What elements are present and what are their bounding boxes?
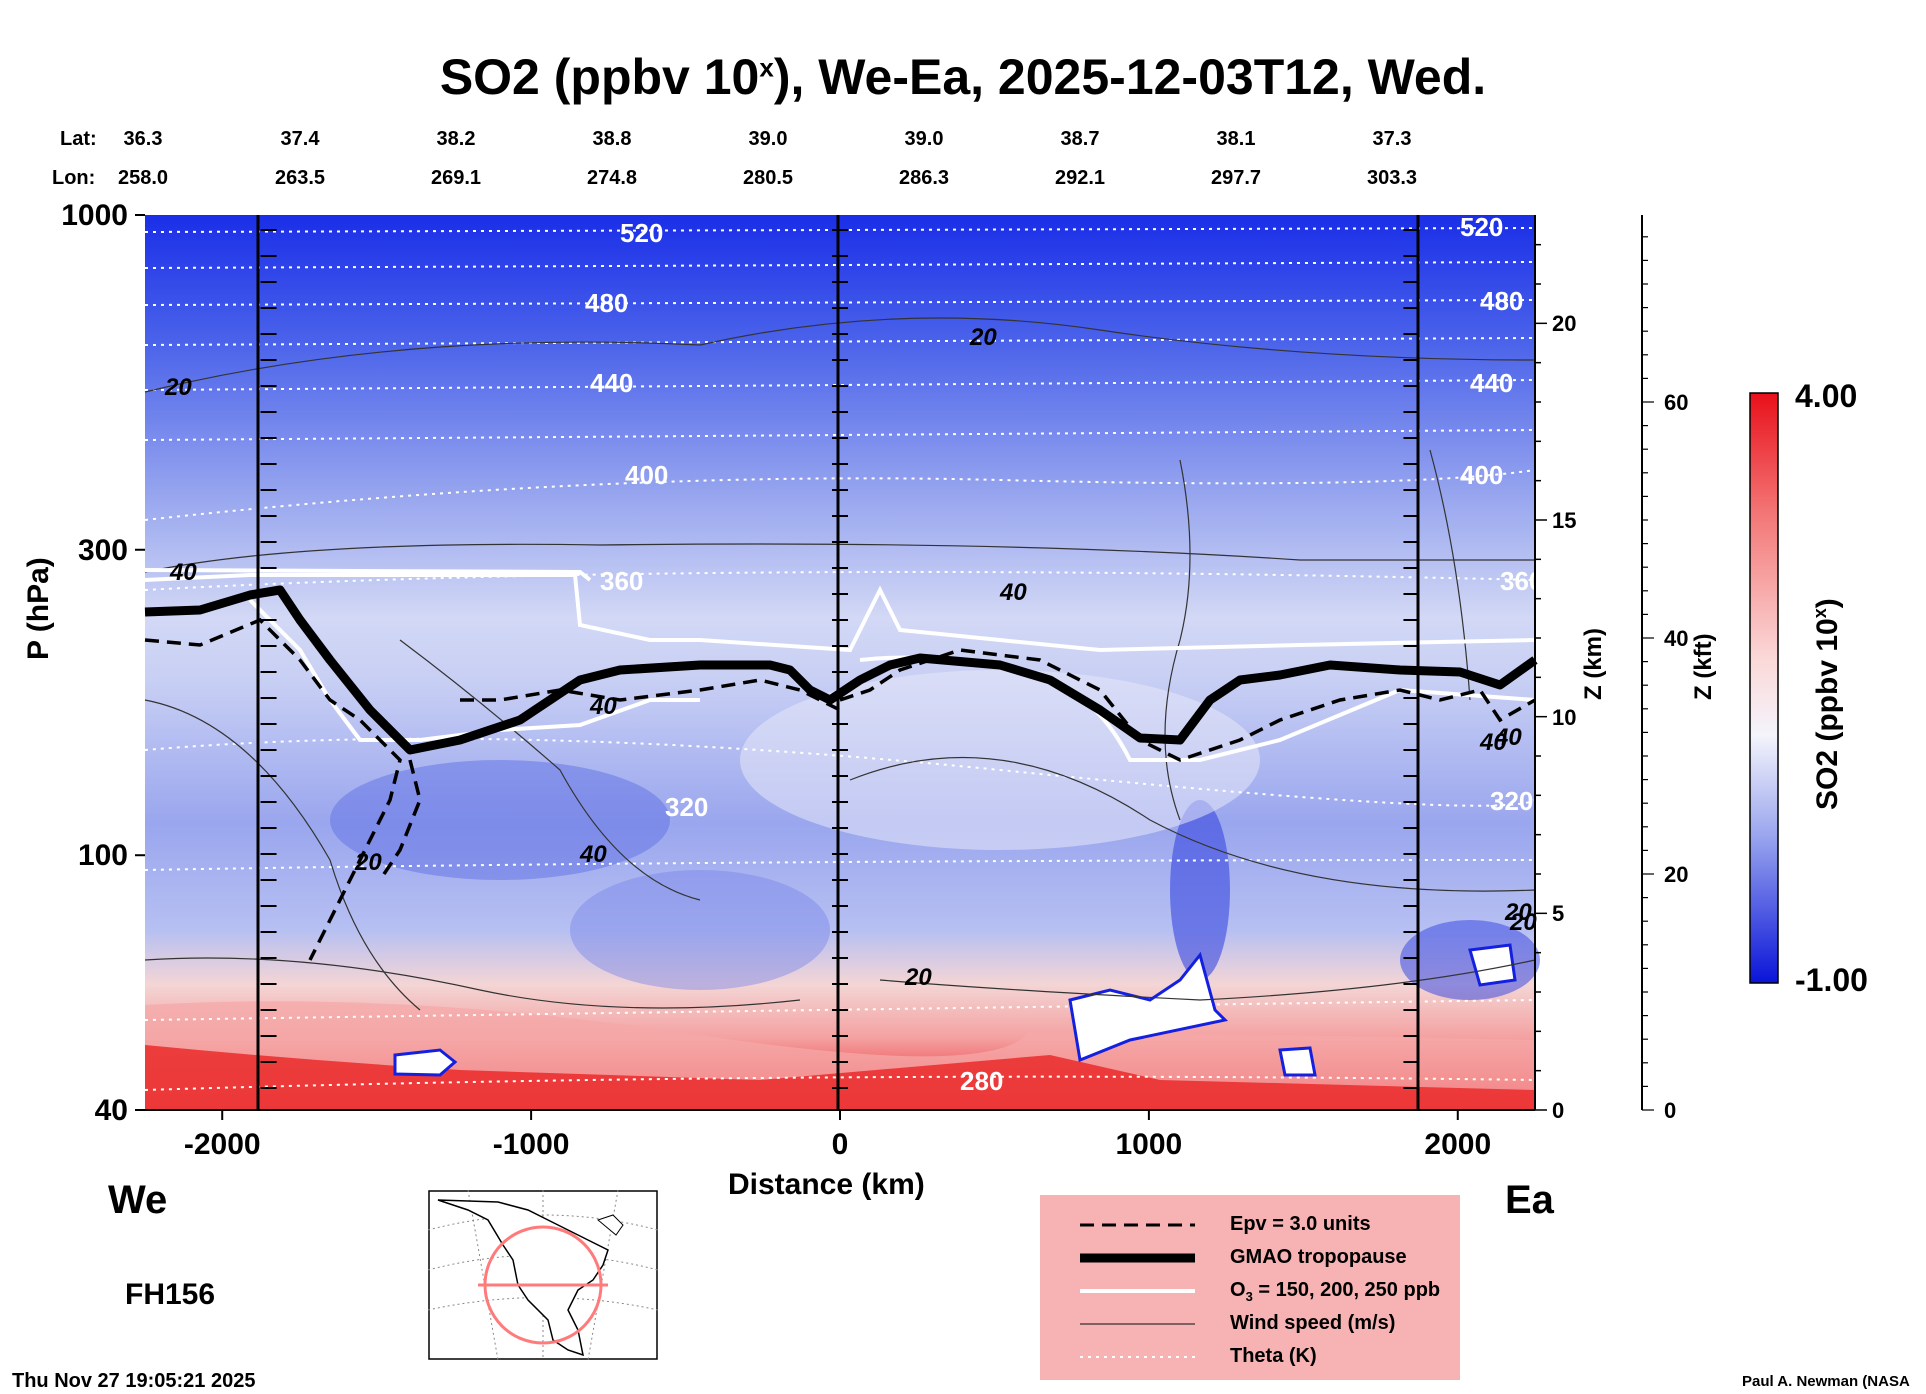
colorbar-max: 4.00 xyxy=(1795,378,1858,414)
wind-label: 40 xyxy=(999,579,1027,606)
z-kft-tick-label: 20 xyxy=(1664,862,1689,887)
z-kft-tick-label: 40 xyxy=(1664,626,1689,651)
inset-map xyxy=(428,1190,658,1360)
theta-label: 360 xyxy=(600,566,643,596)
lon-value: 303.3 xyxy=(1366,167,1418,189)
timestamp: Thu Nov 27 19:05:21 2025 xyxy=(12,1370,256,1392)
wind-label: 20 xyxy=(1504,899,1532,926)
x-tick-label: 1000 xyxy=(1115,1128,1183,1161)
lon-value: 280.5 xyxy=(742,167,794,189)
legend-epv: Epv = 3.0 units xyxy=(1230,1213,1371,1235)
lat-value: 37.3 xyxy=(1372,128,1412,150)
theta-label: 520 xyxy=(1460,212,1503,242)
credit: Paul A. Newman (NASA xyxy=(1742,1373,1910,1390)
so2-surface-peak xyxy=(145,1045,1535,1110)
lat-value: 36.3 xyxy=(123,128,163,150)
theta-label: 360 xyxy=(1500,566,1543,596)
x-tick-label: -1000 xyxy=(492,1128,570,1161)
lon-value: 269.1 xyxy=(430,167,482,189)
legend-theta: Theta (K) xyxy=(1230,1345,1317,1367)
contour-labels: 520 480 440 400 360 320 280 520 480 440 400 360 320 2… xyxy=(164,212,1543,1096)
lat-value: 37.4 xyxy=(280,128,320,150)
wind-contours xyxy=(144,317,1536,1011)
lon-value: 292.1 xyxy=(1054,167,1106,189)
lat-value: 39.0 xyxy=(748,128,788,150)
x-tick-label: -2000 xyxy=(183,1128,261,1161)
vertical-markers xyxy=(256,215,1420,1110)
west-label: We xyxy=(108,1178,168,1222)
theta-label: 280 xyxy=(960,1066,1003,1096)
z-km-tick-label: 15 xyxy=(1552,508,1577,533)
x-tick-label: 2000 xyxy=(1424,1128,1492,1161)
colorbar xyxy=(1749,392,1779,984)
lat-label: Lat: xyxy=(60,128,97,150)
legend: Epv = 3.0 units GMAO tropopause O3 = 150… xyxy=(1040,1195,1460,1380)
so2-patch xyxy=(1068,951,1229,1063)
lat-value: 38.2 xyxy=(436,128,476,150)
p-tick-label: 40 xyxy=(94,1094,128,1127)
theta-label: 480 xyxy=(1480,286,1523,316)
theta-label: 400 xyxy=(1460,460,1503,490)
z-km-tick-label: 5 xyxy=(1552,901,1565,927)
z-km-axis-label: Z (km) xyxy=(1580,628,1607,700)
wind-label: 20 xyxy=(1509,909,1537,936)
z-kft-axis-label: Z (kft) xyxy=(1690,633,1717,700)
so2-patch xyxy=(393,1048,458,1077)
lon-label: Lon: xyxy=(52,167,96,189)
z-km-tick-label: 20 xyxy=(1552,311,1577,337)
wind-label: 40 xyxy=(579,841,607,868)
lon-value: 263.5 xyxy=(274,167,326,189)
so2-patch xyxy=(1278,1046,1317,1077)
colorbar-min: -1.00 xyxy=(1795,962,1868,998)
theta-label: 440 xyxy=(590,368,633,398)
lat-value: 39.0 xyxy=(904,128,944,150)
theta-label: 440 xyxy=(1470,368,1513,398)
wind-label: 20 xyxy=(904,964,932,991)
so2-blob xyxy=(1170,800,1230,980)
wind-label: 40 xyxy=(1479,729,1507,756)
lon-value: 297.7 xyxy=(1210,167,1262,189)
z-kft-tick-label: 60 xyxy=(1664,390,1689,415)
wind-label: 40 xyxy=(1494,724,1522,751)
wind-label: 40 xyxy=(169,559,197,586)
so2-blob xyxy=(330,760,670,880)
lon-value: 274.8 xyxy=(586,167,638,189)
lat-value: 38.8 xyxy=(592,128,632,150)
lon-value: 258.0 xyxy=(117,167,169,189)
x-axis-label: Distance (km) xyxy=(728,1168,925,1201)
wind-label: 20 xyxy=(164,374,192,401)
p-tick-label: 300 xyxy=(77,533,128,567)
marker-ticks xyxy=(260,229,1420,1089)
theta-label: 400 xyxy=(625,460,668,490)
wind-label: 20 xyxy=(969,324,997,351)
legend-tropopause: GMAO tropopause xyxy=(1230,1246,1407,1268)
axis-ticks xyxy=(135,214,1654,1120)
forecast-hour: FH156 xyxy=(125,1278,216,1311)
z-km-tick-label: 0 xyxy=(1552,1098,1565,1123)
p-tick-label: 1000 xyxy=(61,199,128,232)
x-tick-label: 0 xyxy=(831,1128,849,1161)
lat-value: 38.7 xyxy=(1060,128,1100,150)
wind-label: 20 xyxy=(354,849,382,876)
z-kft-tick-label: 0 xyxy=(1664,1098,1677,1123)
so2-patch xyxy=(1468,943,1517,987)
colorbar-label: SO2 (ppbv 10x) xyxy=(1810,598,1844,810)
lon-value: 286.3 xyxy=(898,167,950,189)
gmao-tropopause xyxy=(144,585,1538,755)
legend-wind: Wind speed (m/s) xyxy=(1230,1312,1396,1334)
legend-o3: O3 = 150, 200, 250 ppb xyxy=(1230,1279,1441,1304)
so2-blob xyxy=(570,870,830,990)
chart-title: SO2 (ppbv 10x), We-Ea, 2025-12-03T12, We… xyxy=(439,49,1487,105)
wind-label: 40 xyxy=(589,693,617,720)
theta-label: 320 xyxy=(665,792,708,822)
p-tick-label: 100 xyxy=(77,839,128,873)
theta-label: 320 xyxy=(1490,786,1533,816)
z-km-tick-label: 10 xyxy=(1552,704,1577,730)
theta-label: 480 xyxy=(585,288,628,318)
y-axis-label: P (hPa) xyxy=(22,557,55,660)
lat-value: 38.1 xyxy=(1216,128,1256,150)
east-label: Ea xyxy=(1505,1178,1554,1222)
theta-label: 520 xyxy=(620,218,663,248)
